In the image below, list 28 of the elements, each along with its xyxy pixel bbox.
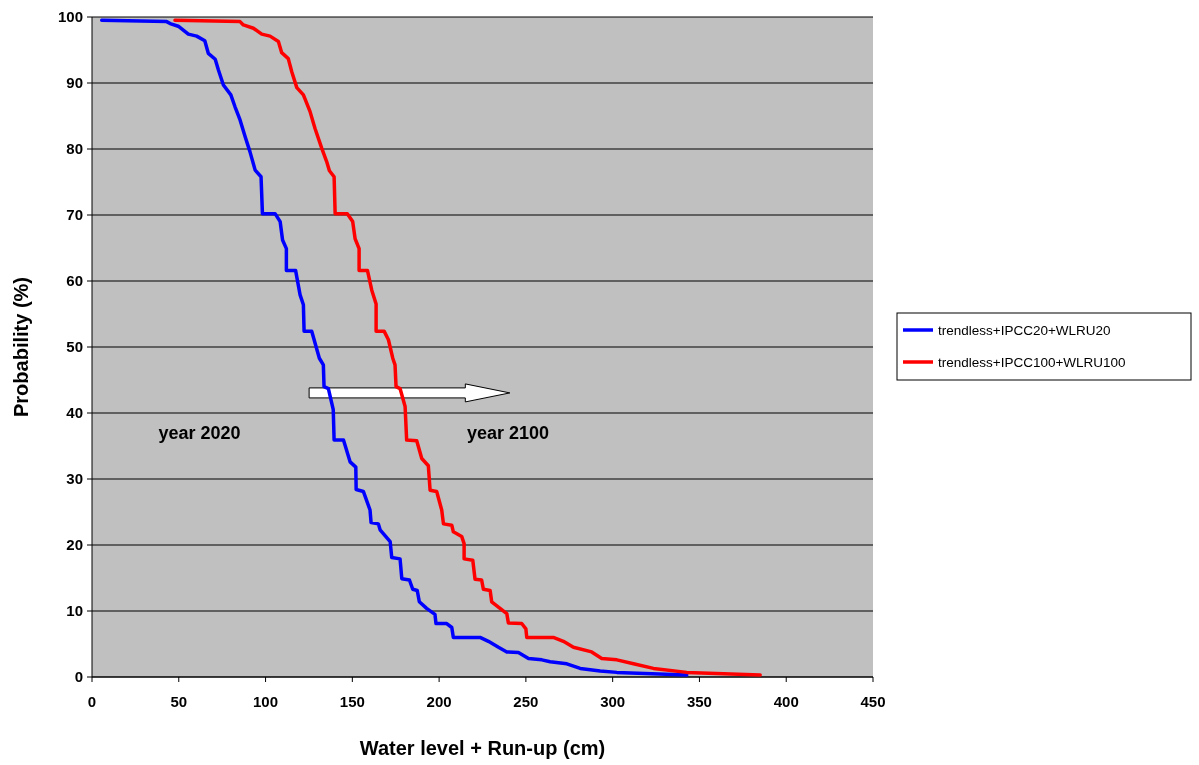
x-tick-label: 50 (170, 693, 188, 710)
y-tick-label: 60 (66, 272, 83, 290)
y-tick-label: 30 (66, 470, 83, 488)
y-tick-label: 40 (66, 404, 83, 422)
y-tick-label: 100 (57, 8, 83, 26)
y-tick-label: 20 (66, 536, 83, 554)
x-tick-label: 250 (513, 693, 539, 710)
annotation: year 2100 (466, 423, 549, 444)
y-tick-label: 0 (74, 668, 83, 686)
x-tick-label: 450 (860, 693, 886, 710)
x-axis-title: Water level + Run-up (cm) (359, 737, 606, 759)
y-tick-label: 90 (66, 74, 83, 92)
y-tick-label: 70 (66, 206, 83, 224)
y-tick-label: 50 (66, 338, 83, 356)
x-tick-label: 0 (87, 693, 97, 710)
x-tick-label: 150 (339, 693, 365, 710)
x-tick-label: 200 (426, 693, 452, 710)
line-series (99, 18, 689, 677)
x-tick-label: 300 (600, 693, 626, 710)
annotation: year 2020 (158, 423, 241, 444)
y-axis-title: Probability (%) (10, 276, 32, 418)
legend-label: trendless+IPCC20+WLRU20 (938, 322, 1111, 338)
x-tick-label: 400 (773, 693, 799, 710)
y-tick-label: 80 (66, 140, 83, 158)
x-tick-label: 350 (686, 693, 712, 710)
legend-label: trendless+IPCC100+WLRU100 (938, 354, 1126, 370)
x-tick-label: 100 (253, 693, 279, 710)
y-tick-label: 10 (66, 602, 83, 620)
